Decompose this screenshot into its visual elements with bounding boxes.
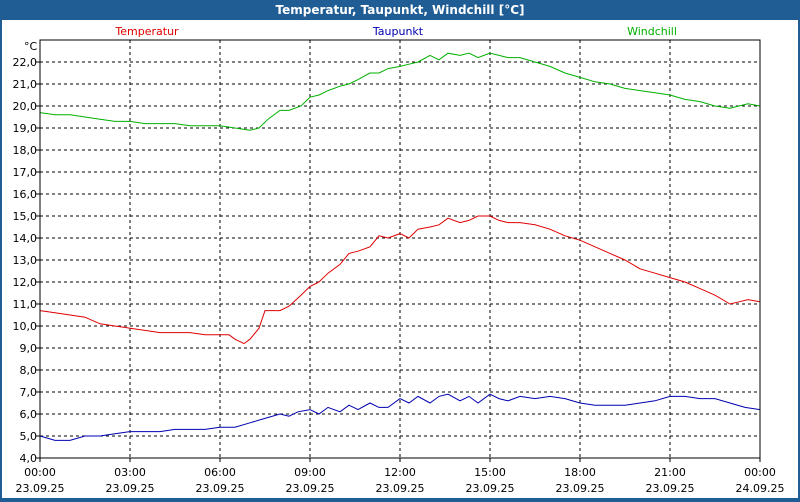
y-tick-label: 18,0 <box>13 144 38 157</box>
x-tick-time-label: 00:00 <box>24 466 56 479</box>
series-line <box>39 393 761 441</box>
y-tick-label: 15,0 <box>13 210 38 223</box>
grid <box>40 40 760 458</box>
chart-panel: 4,0 5,0 6,0 7,0 8,0 9,0 10,0 11,0 12,0 13,0 14,0 15… <box>2 20 798 498</box>
y-tick-label: 11,0 <box>13 298 38 311</box>
x-tick-date-label: 24.09.25 <box>736 482 785 495</box>
plot-border <box>39 39 761 459</box>
series-line <box>39 52 761 131</box>
x-tick-date-label: 23.09.25 <box>16 482 65 495</box>
y-tick-label: 19,0 <box>13 122 38 135</box>
y-tick-label: 7,0 <box>20 386 38 399</box>
y-tick-label: 8,0 <box>20 364 38 377</box>
y-tick-label: 9,0 <box>20 342 38 355</box>
y-tick-label: 6,0 <box>20 408 38 421</box>
series-line <box>39 215 761 345</box>
y-tick-label: 21,0 <box>13 78 38 91</box>
x-tick-date-label: 23.09.25 <box>106 482 155 495</box>
x-tick-time-label: 21:00 <box>654 466 686 479</box>
y-tick-label: 22,0 <box>13 56 38 69</box>
line-chart: 4,0 5,0 6,0 7,0 8,0 9,0 10,0 11,0 12,0 13,0 14,0 15… <box>13 25 785 495</box>
y-tick-label: 17,0 <box>13 166 38 179</box>
y-tick-label: 4,0 <box>20 452 38 465</box>
x-tick-time-label: 06:00 <box>204 466 236 479</box>
legend-entry: Taupunkt <box>372 25 424 38</box>
legend-entry: Temperatur <box>114 25 179 38</box>
x-tick-time-label: 00:00 <box>744 466 776 479</box>
y-tick-label: 10,0 <box>13 320 38 333</box>
x-tick-time-label: 15:00 <box>474 466 506 479</box>
x-tick-date-label: 23.09.25 <box>376 482 425 495</box>
y-tick-label: 14,0 <box>13 232 38 245</box>
legend-entry: Windchill <box>627 25 677 38</box>
x-tick-time-label: 12:00 <box>384 466 416 479</box>
legend: Temperatur Taupunkt Windchill <box>114 25 677 38</box>
x-tick-date-label: 23.09.25 <box>286 482 335 495</box>
x-tick-date-label: 23.09.25 <box>196 482 245 495</box>
x-axis-ticks: 00:00 23.09.25 03:00 23.09.25 06:00 23.09.25 0… <box>16 458 785 495</box>
x-tick-date-label: 23.09.25 <box>466 482 515 495</box>
y-tick-label: 20,0 <box>13 100 38 113</box>
y-axis-ticks: 4,0 5,0 6,0 7,0 8,0 9,0 10,0 11,0 12,0 13,0 14,0 15… <box>13 56 40 465</box>
x-tick-time-label: 03:00 <box>114 466 146 479</box>
series-lines <box>39 52 761 441</box>
y-tick-label: 5,0 <box>20 430 38 443</box>
x-tick-date-label: 23.09.25 <box>646 482 695 495</box>
y-tick-label: 16,0 <box>13 188 38 201</box>
y-tick-label: 13,0 <box>13 254 38 267</box>
x-tick-time-label: 18:00 <box>564 466 596 479</box>
x-tick-time-label: 09:00 <box>294 466 326 479</box>
y-tick-label: 12,0 <box>13 276 38 289</box>
x-tick-date-label: 23.09.25 <box>556 482 605 495</box>
window-title: Temperatur, Taupunkt, Windchill [°C] <box>275 3 525 17</box>
y-axis-unit: °C <box>24 40 38 53</box>
